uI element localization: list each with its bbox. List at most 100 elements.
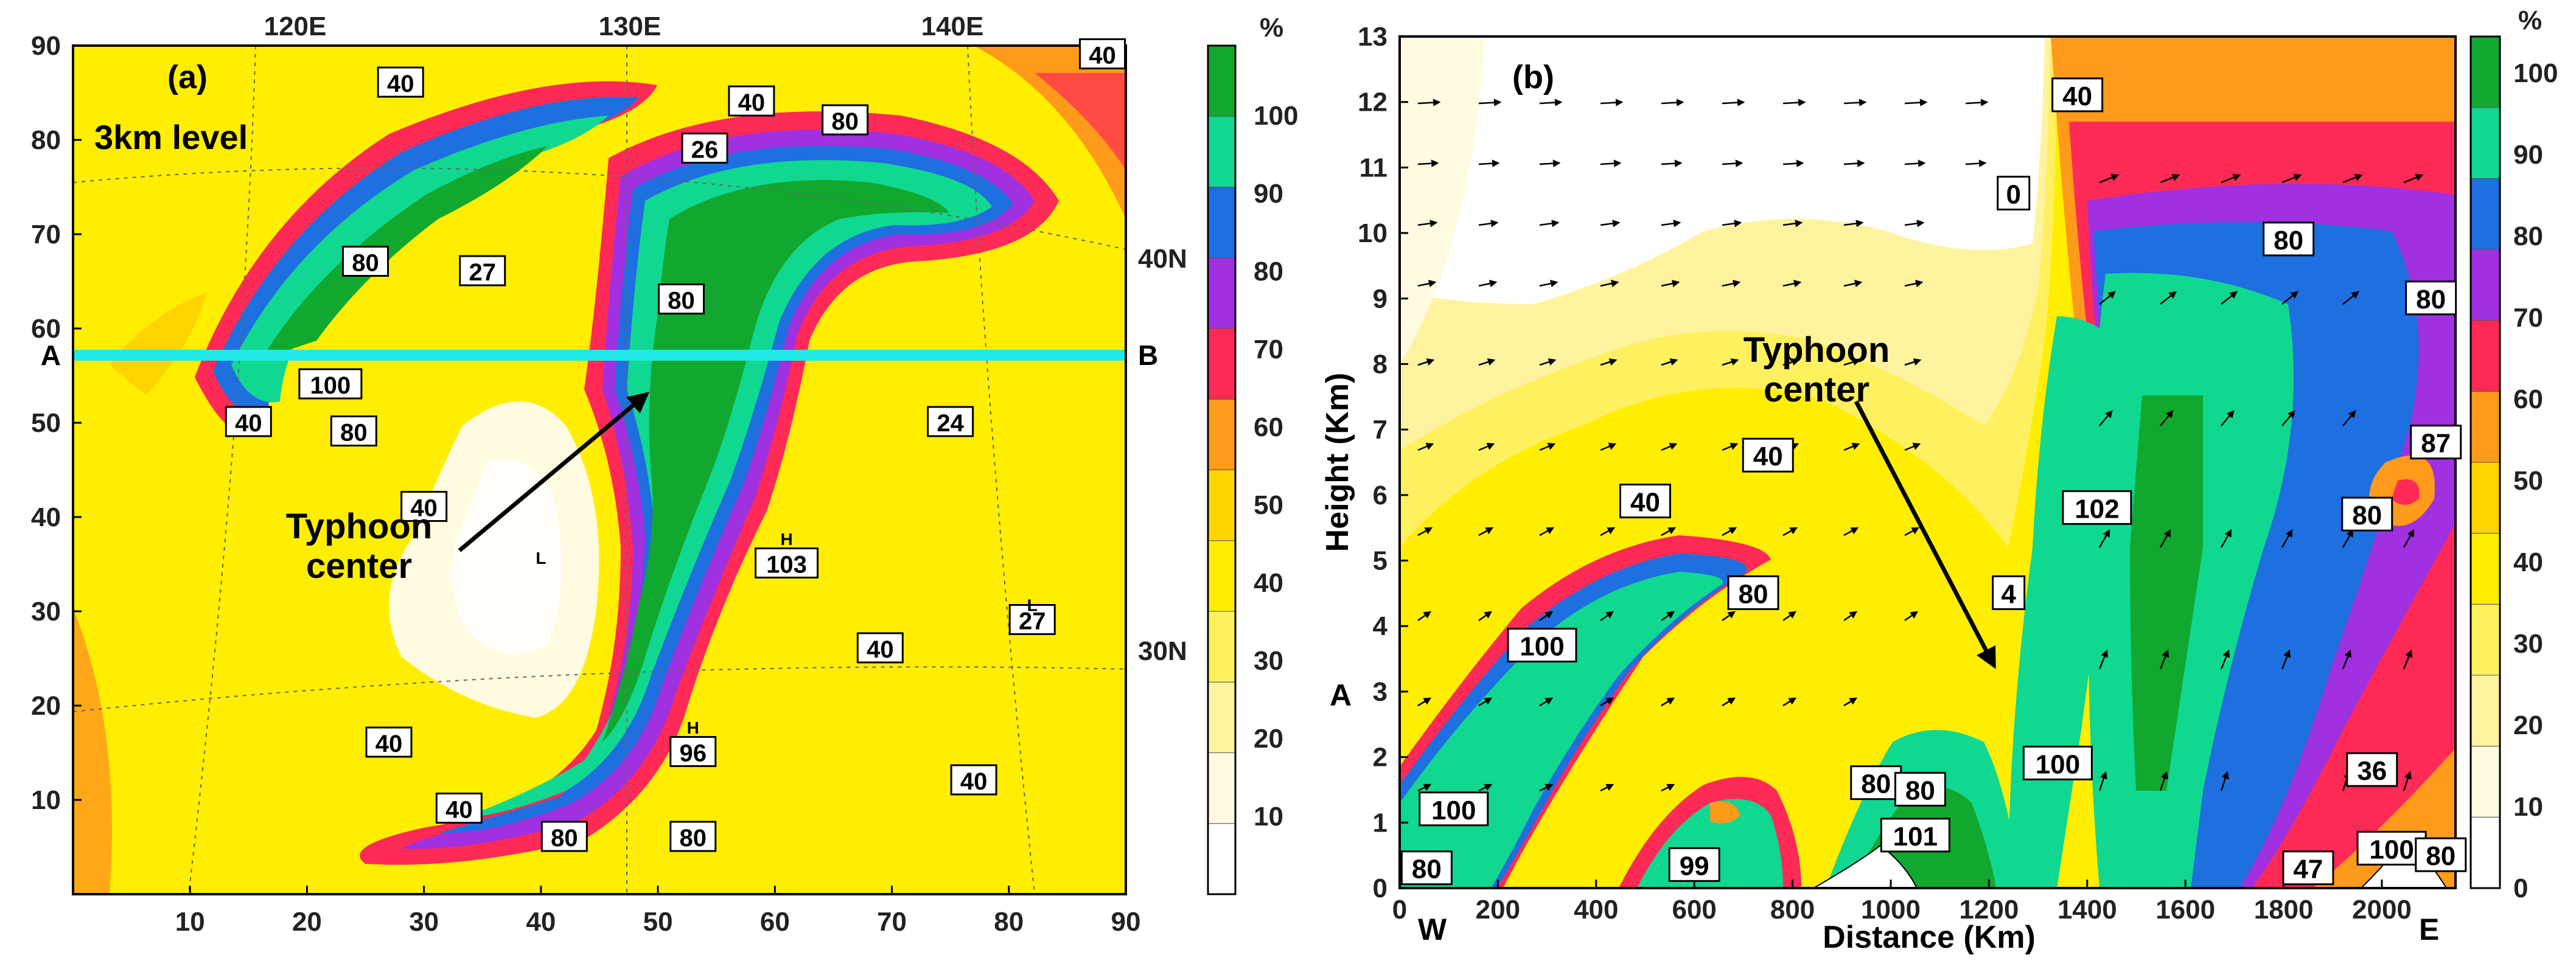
contour-label-box	[2346, 752, 2398, 787]
contour-label-box	[2410, 425, 2462, 460]
contour-label: 40	[1089, 43, 1116, 69]
colorbar-swatch	[1207, 398, 1236, 470]
panel-b-label-w: W	[1418, 912, 1447, 946]
contour-label-box	[856, 632, 904, 664]
panel-b-field	[1400, 36, 2456, 888]
contour-label: 80	[352, 250, 379, 277]
y-tick-label: 6	[1373, 481, 1387, 510]
colorbar-swatch	[2470, 391, 2501, 463]
marker-symbol: L	[1027, 596, 1038, 615]
contour-label-box	[540, 821, 588, 852]
panel-a-subtitle-tag: (a)	[167, 59, 208, 96]
contour-label: 24	[937, 410, 964, 437]
contour-label-box	[298, 368, 363, 400]
contour-label: 27	[469, 259, 497, 286]
colorbar-swatch	[1207, 752, 1236, 824]
y-tick-label: 30	[31, 597, 61, 627]
panel-a-markers: L L H H	[536, 530, 1037, 737]
lon-label: 130E	[599, 12, 661, 41]
contour-label-box	[2263, 221, 2315, 257]
colorbar-label: 50	[2513, 466, 2543, 496]
contour-label: 100	[1520, 632, 1564, 662]
x-tick-label: 50	[643, 907, 673, 937]
contour-label: 40	[738, 89, 766, 116]
panel-a-y-ticks: 10 20 30 40 50 60 70 80 90	[31, 31, 82, 815]
colorbar-swatch	[1207, 470, 1236, 541]
colorbar-swatch	[2470, 533, 2501, 605]
typhoon-label-line2: center	[1764, 370, 1869, 409]
colorbar-label: 30	[1254, 646, 1283, 676]
contour-label: 40	[410, 495, 438, 522]
colorbar-swatch	[1207, 187, 1236, 259]
contour-label: 80	[2352, 501, 2382, 530]
contour-label-box	[2356, 830, 2427, 866]
colorbar-label: 80	[1254, 257, 1283, 287]
colorbar-swatch	[1207, 540, 1236, 612]
colorbar-label: 20	[1254, 724, 1283, 754]
colorbar-swatch	[2470, 675, 2501, 747]
y-tick-label: 8	[1373, 349, 1387, 379]
contour-label-box	[1894, 771, 1946, 807]
lon-label: 120E	[264, 12, 327, 41]
x-tick-label: 400	[1574, 895, 1618, 925]
y-tick-label: 9	[1373, 284, 1387, 314]
panel-a-colorbar: 10 20 30 40 50 60 70 80 90 100%	[1207, 13, 1298, 895]
panel-a-x-ticks: 10 20 30 40 50 60 70 80 90	[175, 886, 1140, 937]
colorbar-unit: %	[1260, 13, 1283, 43]
contour-label-box	[225, 406, 272, 437]
contour-label: 100	[1431, 796, 1476, 825]
contour-label: 47	[2293, 855, 2323, 884]
contour-label-box	[1742, 437, 1794, 473]
contour-label-box	[2062, 490, 2132, 525]
panel-b-label-a: A	[1330, 678, 1352, 712]
colorbar-label: 50	[1254, 490, 1283, 520]
y-tick-label: 40	[31, 502, 61, 532]
contour-label: 27	[1019, 608, 1046, 635]
x-tick-label: 600	[1672, 895, 1716, 925]
panel-a-lat-labels: 40N 30N	[1138, 244, 1187, 666]
contour-label-box	[927, 406, 974, 437]
x-tick-label: 2000	[2352, 895, 2412, 925]
x-tick-label: 80	[994, 907, 1024, 937]
colorbar-swatch	[2470, 249, 2501, 321]
contour-label-box	[365, 726, 413, 758]
colorbar-swatch	[1207, 257, 1236, 329]
y-tick-label: 4	[1373, 611, 1388, 641]
panel-a-lon-labels: 120E 130E 140E	[264, 12, 984, 41]
contour-label: 80	[2426, 841, 2456, 871]
panel-b-colorbar: 0 10 20 30 40 50 60 70 80 90 100%	[2470, 5, 2558, 903]
y-tick-label: 2	[1373, 743, 1387, 773]
colorbar-label: 60	[1254, 412, 1283, 442]
x-tick-label: 30	[409, 907, 439, 937]
colorbar-swatch	[1207, 681, 1236, 753]
x-tick-label: 40	[526, 907, 556, 937]
contour-label-box	[950, 764, 997, 796]
y-tick-label: 12	[1358, 88, 1387, 117]
colorbar-swatch	[2470, 178, 2501, 250]
contour-label: 40	[375, 731, 403, 757]
panel-b: (b) 0 200 400 600 800 1000 1200 1400 1600 1800 200…	[1320, 5, 2558, 955]
colorbar-label: 70	[2513, 303, 2543, 333]
contour-label-box	[400, 491, 448, 522]
colorbar-swatch	[1207, 116, 1236, 187]
colorbar-label: 80	[2513, 221, 2543, 251]
colorbar-swatch	[1207, 45, 1236, 117]
y-tick-label: 11	[1359, 153, 1387, 182]
y-tick-label: 60	[31, 314, 61, 344]
contour-label: 80	[1905, 776, 1935, 805]
panel-a-graticule	[73, 46, 1126, 894]
panel-b-xlabel: Distance (Km)	[1823, 920, 2036, 955]
typhoon-arrow	[1854, 400, 1996, 670]
contour-label: 40	[960, 768, 988, 795]
typhoon-arrow	[458, 392, 650, 552]
contour-label-box	[1400, 850, 1453, 886]
panel-a-subtitle: 3km level	[94, 118, 248, 156]
contour-label-box	[755, 547, 819, 578]
colorbar-swatch	[1207, 823, 1236, 895]
contour-label: 4	[2001, 579, 2016, 609]
contour-label: 40	[387, 71, 414, 97]
contour-label: 96	[680, 740, 707, 767]
contour-label-box	[1727, 575, 1779, 610]
